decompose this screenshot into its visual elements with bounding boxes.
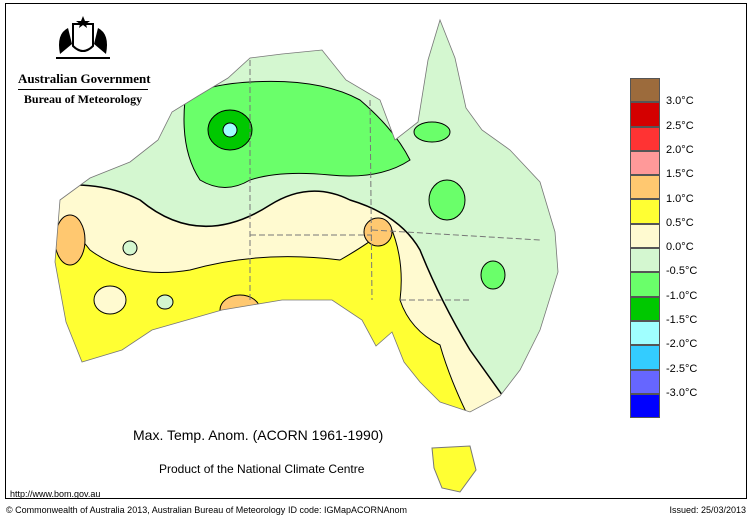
legend-swatch [630, 320, 660, 346]
legend-swatch [630, 150, 660, 176]
legend-label: -3.0°C [666, 386, 698, 399]
legend-label: -1.0°C [666, 289, 698, 302]
coat-of-arms-icon [56, 16, 110, 59]
legend-swatch [630, 369, 660, 394]
legend-label: -0.5°C [666, 265, 698, 278]
region-1-0-sa [219, 294, 261, 326]
region-minus-1-0-east [428, 179, 466, 221]
id-code: ID code: IGMapACORNAnom [288, 505, 408, 515]
product-credit: Product of the National Climate Centre [159, 462, 365, 476]
region-1-0-vic [396, 398, 434, 412]
legend-label: 0.0°C [666, 241, 694, 254]
coastline [54, 18, 559, 413]
legend-label: 2.0°C [666, 143, 694, 156]
org-name: Australian Government [18, 71, 151, 86]
region-minus-1-0-qld [413, 121, 451, 143]
legend-label: 3.0°C [666, 95, 694, 108]
map-title: Max. Temp. Anom. (ACORN 1961-1990) [133, 427, 384, 443]
region-minus-0-5-wa [122, 240, 138, 256]
legend-label: -2.0°C [666, 338, 698, 351]
bom-logo: Australian Government Bureau of Meteorol… [18, 14, 151, 107]
legend-swatch [630, 248, 660, 273]
legend-label: -2.5°C [666, 362, 698, 375]
legend-swatch [630, 272, 660, 297]
legend-swatch [630, 393, 660, 419]
legend: 3.0°C 2.5°C 2.0°C 1.5°C 1.0°C 0.5°C 0.0°C -0.5°… [630, 78, 697, 419]
agency-name: Bureau of Meteorology [18, 89, 148, 107]
state-borders [249, 60, 541, 301]
legend-label: -1.5°C [666, 314, 698, 326]
website-link[interactable]: http://www.bom.gov.au [10, 489, 101, 499]
tasmania [431, 445, 477, 493]
legend-label: 0.5°C [666, 216, 694, 229]
legend-swatch [630, 223, 660, 249]
legend-swatch [630, 345, 660, 370]
region-1-0-wa [55, 214, 86, 266]
legend-swatch [630, 78, 660, 103]
legend-swatch [630, 102, 660, 127]
legend-label: 2.5°C [666, 119, 694, 132]
legend-swatch [630, 126, 660, 151]
region-minus-1-0-nsw [480, 260, 506, 290]
region-0-0-wa [93, 285, 127, 315]
legend-swatch [630, 175, 660, 200]
region-minus-2-0 [222, 122, 238, 138]
region-minus-1-0 [183, 80, 411, 188]
legend-swatch [630, 199, 660, 224]
legend-label: 1.5°C [666, 168, 694, 181]
legend-label: 1.0°C [666, 192, 694, 205]
legend-swatch [630, 296, 660, 321]
map-frame [5, 3, 747, 499]
copyright: © Commonwealth of Australia 2013, Austra… [6, 505, 286, 515]
region-1-0-nsw [363, 217, 393, 247]
issued-date: Issued: 25/03/2013 [669, 505, 746, 515]
region-minus-0-5-sa [156, 294, 174, 310]
